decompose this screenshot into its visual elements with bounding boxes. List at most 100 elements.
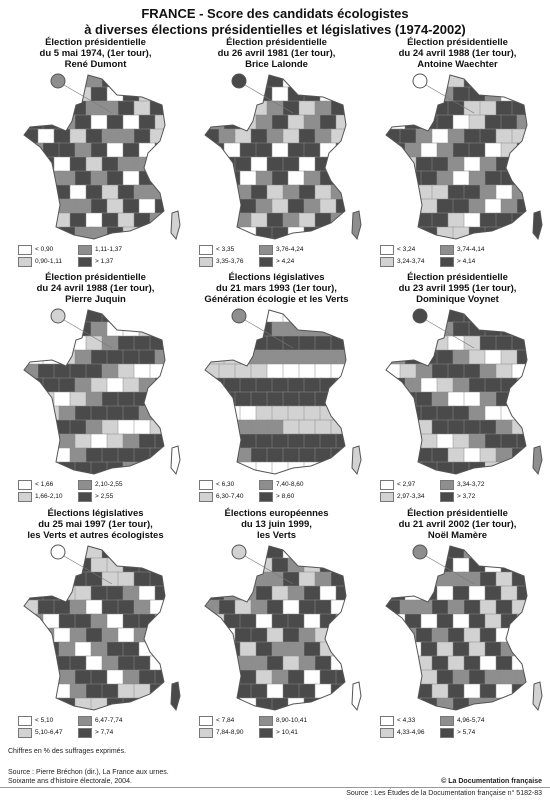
legend-swatch [380,716,394,726]
legend-swatch [18,492,32,502]
legend-swatch [380,257,394,267]
panel-title: Élections législatives du 25 mai 1997 (1e… [4,508,187,541]
legend-label: < 3,35 [216,246,235,253]
legend-swatch [199,245,213,255]
legend-item: 4,33-4,96 [380,728,424,738]
panel-title-line: Génération écologie et les Verts [204,294,349,305]
legend-label: > 8,60 [276,493,295,500]
legend-swatch [18,245,32,255]
panel-title-line: René Dumont [64,59,127,70]
map-legend: < 3,35 3,35-3,76 3,76-4,24 > 4,24 [199,245,369,277]
legend-swatch [440,257,454,267]
legend-item: < 1,66 [18,480,53,490]
legend-item: > 3,72 [440,492,475,502]
legend-item: < 2,97 [380,480,415,490]
legend-item: 4,96-5,74 [440,716,484,726]
legend-item: 3,76-4,24 [259,245,303,255]
legend-label: < 0,90 [35,246,54,253]
map-panel-6: Élection présidentielle du 23 avril 1995 … [366,272,549,527]
france-map [385,308,543,476]
legend-label: 3,34-3,72 [457,481,485,488]
legend-item: 1,66-2,10 [18,492,62,502]
legend-swatch [259,716,273,726]
panel-title-line: Élection présidentielle [45,272,146,283]
panel-title-line: Noël Mamère [427,530,488,541]
legend-item: > 5,74 [440,728,475,738]
page-title-line1: FRANCE - Score des candidats écologistes [141,6,409,21]
map-legend: < 0,90 0,90-1,11 1,11-1,37 > 1,37 [18,245,188,277]
legend-item: 6,47-7,74 [78,716,122,726]
panel-title-line: Élections législatives [228,272,325,283]
legend-item: > 10,41 [259,728,298,738]
panel-title: Élections législatives du 21 mars 1993 (1… [185,272,368,305]
legend-item: < 5,10 [18,716,53,726]
legend-item: 5,10-6,47 [18,728,62,738]
legend-item: < 0,90 [18,245,53,255]
france-map [385,544,543,712]
legend-item: 1,11-1,37 [78,245,122,255]
page-title-line2: à diverses élections présidentielles et … [84,22,466,37]
panel-title: Élection présidentielle du 5 mai 1974, (1… [4,37,187,70]
legend-label: > 5,74 [457,729,476,736]
legend-label: > 4,14 [457,258,476,265]
legend-label: 2,10-2,55 [95,481,123,488]
map-panel-2: Élection présidentielle du 26 avril 1981 … [185,37,368,292]
legend-swatch [78,245,92,255]
legend-swatch [78,480,92,490]
legend-swatch [199,492,213,502]
legend-swatch [440,728,454,738]
legend-swatch [380,480,394,490]
panel-title-line: du 23 avril 1995 (1er tour), [398,283,517,294]
france-map [23,308,181,476]
panel-title: Élection présidentielle du 26 avril 1981 … [185,37,368,70]
legend-label: 4,33-4,96 [397,729,425,736]
legend-item: < 3,24 [380,245,415,255]
legend-swatch [78,716,92,726]
panel-title-line: Élection présidentielle [226,37,327,48]
panel-title-line: Antoine Waechter [417,59,498,70]
legend-label: > 10,41 [276,729,298,736]
legend-item: 7,40-8,60 [259,480,303,490]
legend-label: 2,97-3,34 [397,493,425,500]
legend-label: 6,30-7,40 [216,493,244,500]
france-map [23,544,181,712]
map-legend: < 7,84 7,84-8,90 8,90-10,41 > 10,41 [199,716,369,748]
panel-title-line: Élections législatives [47,508,144,519]
legend-swatch [259,728,273,738]
legend-label: 8,90-10,41 [276,717,308,724]
legend-swatch [259,245,273,255]
legend-swatch [380,728,394,738]
panel-title-line: les Verts et autres écologistes [27,530,164,541]
legend-label: 5,10-6,47 [35,729,63,736]
legend-swatch [199,257,213,267]
legend-label: < 1,66 [35,481,54,488]
map-legend: < 4,33 4,33-4,96 4,96-5,74 > 5,74 [380,716,550,748]
legend-label: 7,84-8,90 [216,729,244,736]
legend-item: 3,35-3,76 [199,257,243,267]
legend-swatch [259,480,273,490]
legend-item: > 4,24 [259,257,294,267]
legend-label: > 4,24 [276,258,295,265]
panel-title-line: du 24 avril 1988 (1er tour), [398,48,517,59]
panel-title-line: du 13 juin 1999, [241,519,312,530]
panel-title: Élection présidentielle du 24 avril 1988 … [4,272,187,305]
panel-title-line: du 21 avril 2002 (1er tour), [398,519,517,530]
legend-swatch [199,728,213,738]
legend-item: > 8,60 [259,492,294,502]
legend-swatch [440,245,454,255]
legend-label: > 2,55 [95,493,114,500]
legend-label: 4,96-5,74 [457,717,485,724]
legend-item: < 4,33 [380,716,415,726]
legend-item: 2,97-3,34 [380,492,424,502]
france-map [23,73,181,241]
legend-item: < 3,35 [199,245,234,255]
france-map [204,73,362,241]
legend-label: < 3,24 [397,246,416,253]
panel-title: Élection présidentielle du 24 avril 1988 … [366,37,549,70]
legend-item: 7,84-8,90 [199,728,243,738]
map-panel-7: Élections législatives du 25 mai 1997 (1e… [4,508,187,763]
legend-label: 3,76-4,24 [276,246,304,253]
map-panel-3: Élection présidentielle du 24 avril 1988 … [366,37,549,292]
legend-swatch [18,716,32,726]
panel-title: Élections européennes du 13 juin 1999, les… [185,508,368,541]
